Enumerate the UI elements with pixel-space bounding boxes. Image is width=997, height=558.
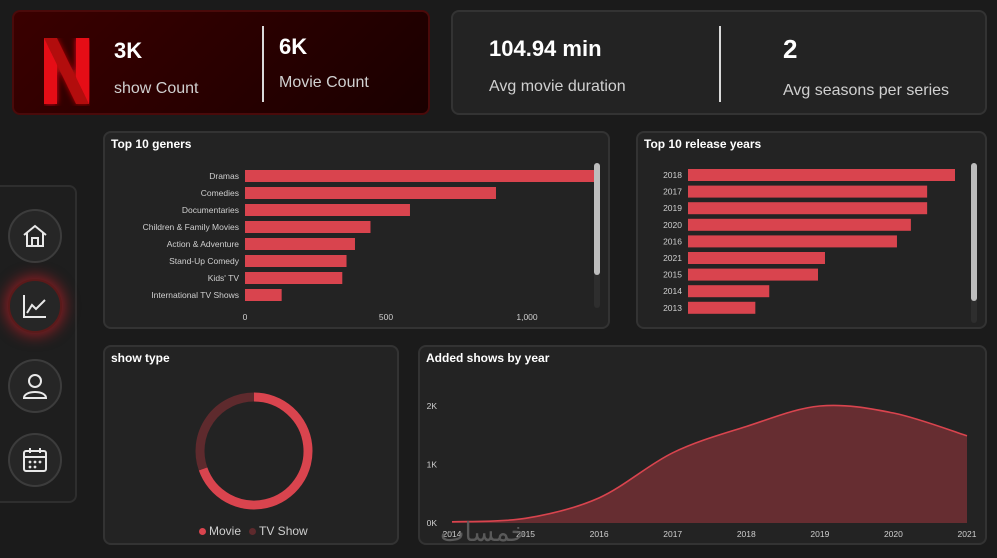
years-chart-title: Top 10 release years (644, 137, 762, 151)
years-scrollbar[interactable] (971, 163, 977, 323)
year-bar[interactable] (688, 235, 897, 248)
show-type-title: show type (111, 351, 170, 365)
kpi-card-counts: 3K show Count 6K Movie Count (12, 10, 430, 115)
genre-label: International TV Shows (151, 290, 239, 300)
genre-label: Comedies (201, 188, 239, 198)
user-icon (22, 374, 48, 399)
genre-x-tick: 0 (243, 312, 248, 322)
show-count-label: show Count (114, 80, 199, 97)
nav-home-button[interactable] (8, 209, 62, 263)
legend-movie: Movie (199, 524, 241, 538)
area-x-tick: 2014 (443, 529, 462, 539)
kpi-divider (719, 26, 721, 102)
genre-label: Kids' TV (208, 273, 240, 283)
donut-slice-movie[interactable] (198, 392, 313, 510)
show-type-panel: show type Movie TV Show (103, 345, 399, 545)
year-label: 2018 (663, 170, 682, 180)
year-label: 2021 (663, 253, 682, 263)
genre-label: Action & Adventure (167, 239, 240, 249)
years-chart: 2018 2017 2019 2020 2016 2021 2015 2014 2013 (663, 169, 955, 314)
area-x-tick: 2019 (810, 529, 829, 539)
year-label: 2017 (663, 187, 682, 197)
year-bar[interactable] (688, 252, 825, 264)
kpi-divider (262, 26, 264, 102)
genre-bar[interactable] (245, 238, 355, 250)
avg-duration-value: 104.94 min (489, 36, 602, 61)
genres-scrollbar[interactable] (594, 163, 600, 308)
line-chart-icon (23, 295, 46, 318)
area-y-tick: 2K (427, 401, 438, 411)
genres-chart-title: Top 10 geners (111, 137, 192, 151)
home-icon (23, 224, 47, 247)
genre-label: Stand-Up Comedy (169, 256, 240, 266)
watermark: خمسات (440, 518, 527, 548)
year-label: 2014 (663, 286, 682, 296)
genres-scroll-thumb[interactable] (594, 163, 600, 275)
year-label: 2020 (663, 220, 682, 230)
added-shows-panel: Added shows by year 0K 1K 2K 2014 2015 2016 20… (418, 345, 987, 545)
year-label: 2015 (663, 270, 682, 280)
genre-bar[interactable] (245, 204, 410, 216)
calendar-icon (23, 448, 47, 472)
year-bar[interactable] (688, 202, 928, 215)
area-fill (452, 405, 967, 523)
show-count-value: 3K (114, 38, 143, 63)
legend-movie-label: Movie (209, 524, 242, 538)
year-bar[interactable] (688, 218, 911, 231)
movie-count-value: 6K (279, 34, 308, 59)
genre-label: Documentaries (182, 205, 239, 215)
nav-analytics-button[interactable] (8, 279, 62, 333)
genre-label: Children & Family Movies (143, 222, 239, 232)
legend-movie-swatch (199, 528, 206, 535)
genre-bar[interactable] (245, 289, 282, 301)
netflix-logo-icon (44, 38, 89, 104)
added-shows-title: Added shows by year (426, 351, 550, 365)
area-x-tick: 2020 (884, 529, 903, 539)
genres-chart: Dramas Comedies Documentaries Children & Fa… (143, 170, 598, 322)
area-y-tick: 0K (427, 518, 438, 528)
sidebar-nav (0, 185, 77, 503)
genres-chart-panel: Top 10 geners Dramas Comedies Documentarie… (103, 131, 610, 329)
area-x-tick: 2017 (663, 529, 682, 539)
years-scroll-thumb[interactable] (971, 163, 977, 301)
years-chart-panel: Top 10 release years 2018 2017 2019 2020 201… (636, 131, 987, 329)
year-label: 2016 (663, 236, 682, 246)
year-label: 2013 (663, 303, 682, 313)
genre-x-tick: 500 (379, 312, 393, 322)
donut-slice-tvshow[interactable] (195, 392, 255, 471)
year-bar[interactable] (688, 185, 928, 198)
avg-seasons-label: Avg seasons per series (783, 82, 950, 99)
nav-calendar-button[interactable] (8, 433, 62, 487)
avg-duration-label: Avg movie duration (489, 78, 626, 95)
show-type-legend: Movie TV Show (199, 524, 308, 538)
genre-bar[interactable] (245, 272, 343, 284)
legend-tvshow-label: TV Show (259, 524, 308, 538)
area-x-tick: 2021 (958, 529, 977, 539)
year-bar[interactable] (688, 301, 756, 314)
avg-seasons-value: 2 (783, 34, 798, 64)
area-x-tick: 2016 (590, 529, 609, 539)
year-bar[interactable] (688, 169, 955, 181)
area-x-tick: 2018 (737, 529, 756, 539)
show-type-donut (195, 392, 313, 510)
genre-label: Dramas (209, 171, 239, 181)
legend-tvshow: TV Show (249, 524, 308, 538)
legend-tvshow-swatch (249, 528, 257, 535)
kpi-card-averages: 104.94 min Avg movie duration 2 Avg seas… (451, 10, 987, 115)
area-x-tick: 2015 (516, 529, 535, 539)
nav-profile-button[interactable] (8, 359, 62, 413)
year-bar[interactable] (688, 268, 819, 281)
added-shows-chart: 0K 1K 2K 2014 2015 2016 2017 2018 2019 2020 2021 (427, 401, 977, 539)
genre-bar[interactable] (245, 221, 371, 233)
genre-bar[interactable] (245, 255, 347, 267)
area-y-tick: 1K (427, 460, 438, 470)
genre-bar[interactable] (245, 170, 598, 182)
year-bar[interactable] (688, 285, 770, 298)
year-label: 2019 (663, 203, 682, 213)
genre-bar[interactable] (245, 187, 496, 199)
movie-count-label: Movie Count (279, 74, 369, 91)
area-line[interactable] (451, 404, 968, 523)
genre-x-tick: 1,000 (516, 312, 538, 322)
